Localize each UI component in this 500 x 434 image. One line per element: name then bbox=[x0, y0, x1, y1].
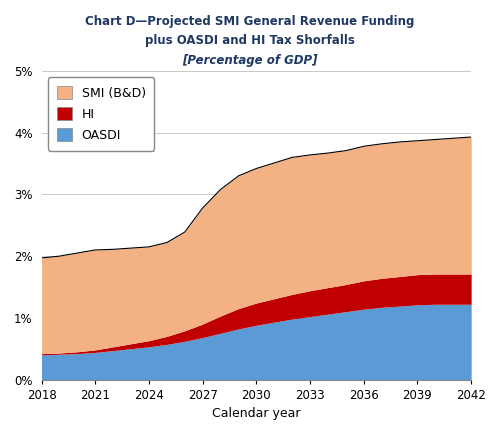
Text: Chart D—Projected SMI General Revenue Funding: Chart D—Projected SMI General Revenue Fu… bbox=[86, 15, 414, 28]
Text: plus OASDI and HI Tax Shorfalls: plus OASDI and HI Tax Shorfalls bbox=[145, 34, 355, 47]
Text: [Percentage of GDP]: [Percentage of GDP] bbox=[182, 54, 318, 67]
X-axis label: Calendar year: Calendar year bbox=[212, 407, 300, 420]
Legend: SMI (B&D), HI, OASDI: SMI (B&D), HI, OASDI bbox=[48, 77, 154, 151]
